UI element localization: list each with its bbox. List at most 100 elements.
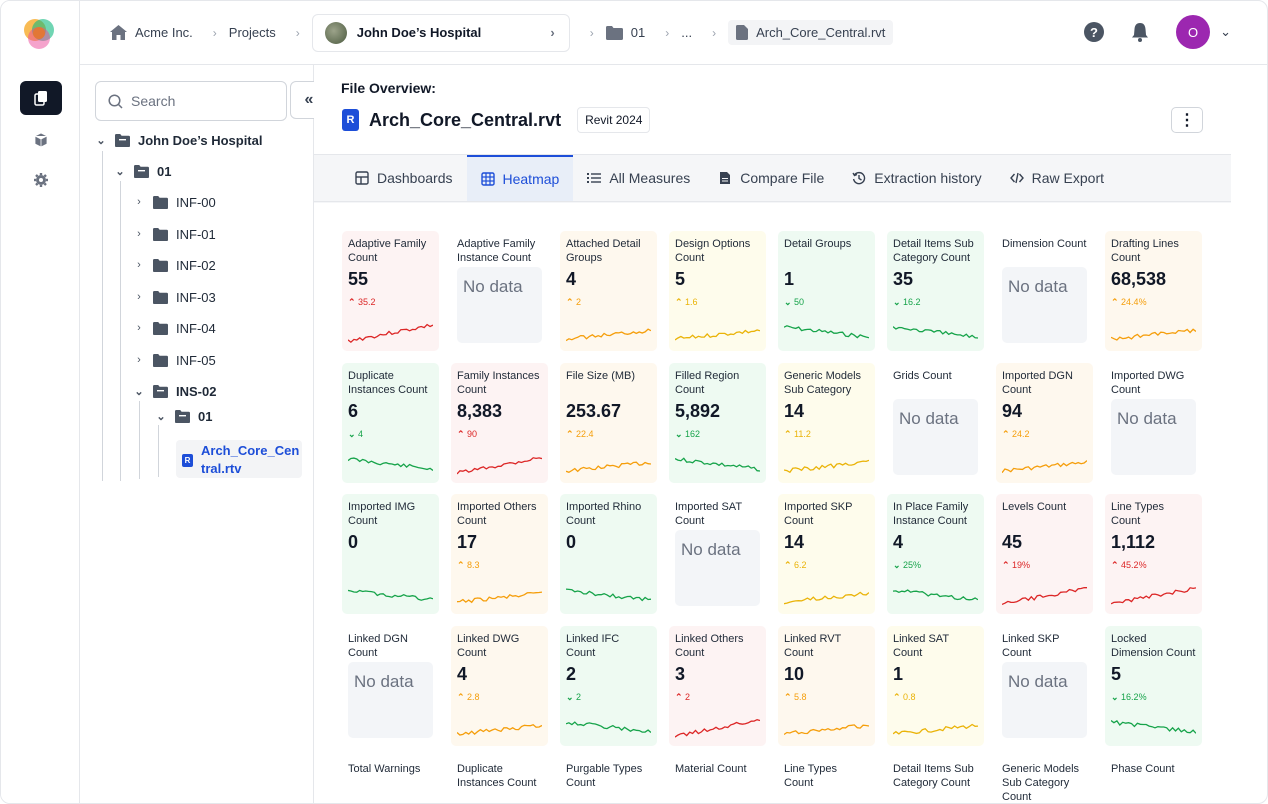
- metric-card[interactable]: Material Count: [669, 756, 766, 803]
- breadcrumb-folder[interactable]: 01: [630, 25, 646, 40]
- metric-trend-value: 2: [576, 297, 582, 307]
- tree-item-folder-01[interactable]: ⌄ 01: [114, 160, 171, 182]
- metric-card[interactable]: Attached Detail Groups 4 ⌃ 2: [560, 231, 657, 351]
- metric-card[interactable]: Phase Count: [1105, 756, 1202, 803]
- metric-card[interactable]: Line Types Count 1,112 ⌃ 45.2%: [1105, 494, 1202, 614]
- metric-card[interactable]: Imported Rhino Count 0: [560, 494, 657, 614]
- sparkline: [784, 459, 869, 474]
- settings-nav-button[interactable]: [20, 163, 62, 197]
- metric-card[interactable]: Design Options Count 5 ⌃ 1.6: [669, 231, 766, 351]
- metric-card[interactable]: Detail Items Sub Category Count: [887, 756, 984, 803]
- metric-card[interactable]: Drafting Lines Count 68,538 ⌃ 24.4%: [1105, 231, 1202, 351]
- metric-card[interactable]: Imported DGN Count 94 ⌃ 24.2: [996, 363, 1093, 483]
- no-data-placeholder: No data: [1111, 399, 1196, 475]
- more-options-button[interactable]: ⋮: [1171, 107, 1203, 133]
- metric-trend-value: 24.4%: [1121, 297, 1147, 307]
- metric-card[interactable]: Line Types Count: [778, 756, 875, 803]
- tree-file-label-line1: Arch_Core_Cen: [201, 443, 300, 458]
- tree-item-inf-02[interactable]: › INF-02: [133, 254, 216, 276]
- tree-item-ins-02[interactable]: ⌄ INS-02: [133, 380, 216, 402]
- breadcrumb-org[interactable]: Acme Inc.: [135, 25, 193, 40]
- tab-dashboards[interactable]: Dashboards: [341, 155, 467, 201]
- metric-name: Adaptive Family Instance Count: [457, 238, 536, 264]
- arrow-down-icon: ⌄: [784, 297, 795, 307]
- tree-item-inf-03[interactable]: › INF-03: [133, 286, 216, 308]
- metric-card[interactable]: Imported SAT Count No data: [669, 494, 766, 614]
- tab-raw-export[interactable]: Raw Export: [996, 155, 1118, 201]
- metric-card[interactable]: Adaptive Family Count 55 ⌃ 35.2: [342, 231, 439, 351]
- metric-card[interactable]: Imported Others Count 17 ⌃ 8.3: [451, 494, 548, 614]
- metric-card[interactable]: Detail Groups 1 ⌄ 50: [778, 231, 875, 351]
- top-right-actions: ? O ⌄: [1084, 15, 1231, 49]
- help-icon[interactable]: ?: [1084, 22, 1105, 42]
- metric-card[interactable]: Linked RVT Count 10 ⌃ 5.8: [778, 626, 875, 746]
- arrow-up-icon: ⌃: [1111, 297, 1122, 307]
- metric-card[interactable]: Total Warnings: [342, 756, 439, 803]
- sparkline-path: [893, 326, 978, 339]
- double-chevron-left-icon: «: [304, 91, 314, 108]
- user-menu[interactable]: O ⌄: [1176, 15, 1231, 49]
- metric-card[interactable]: In Place Family Instance Count 4 ⌄ 25%: [887, 494, 984, 614]
- sparkline: [457, 591, 542, 604]
- tab-extraction-history[interactable]: Extraction history: [838, 155, 995, 201]
- bell-icon[interactable]: [1130, 22, 1150, 42]
- tree-item-inf-05[interactable]: › INF-05: [133, 349, 216, 371]
- models-nav-button[interactable]: [20, 123, 62, 157]
- tab-compare-file[interactable]: Compare File: [704, 155, 838, 201]
- tab-bar: Dashboards Heatmap All Measures Compare …: [314, 155, 1231, 202]
- metric-card[interactable]: Generic Models Sub Category 14 ⌃ 11.2: [778, 363, 875, 483]
- sparkline: [1111, 587, 1196, 605]
- metric-name: Grids Count: [893, 370, 952, 382]
- metric-card[interactable]: Levels Count 45 ⌃ 19%: [996, 494, 1093, 614]
- tree-item-inf-01[interactable]: › INF-01: [133, 223, 216, 245]
- metric-card[interactable]: File Size (MB) 253.67 ⌃ 22.4: [560, 363, 657, 483]
- metric-card[interactable]: Imported DWG Count No data: [1105, 363, 1202, 483]
- files-nav-button[interactable]: [20, 81, 62, 115]
- project-selector[interactable]: John Doe’s Hospital ›: [311, 13, 570, 52]
- tab-heatmap[interactable]: Heatmap: [466, 155, 574, 201]
- metric-card[interactable]: Imported IMG Count 0: [342, 494, 439, 614]
- tree-item-project[interactable]: ⌄ John Doe’s Hospital: [95, 129, 262, 151]
- sparkline: [675, 329, 760, 341]
- metric-card[interactable]: Linked Others Count 3 ⌃ 2: [669, 626, 766, 746]
- metric-card[interactable]: Adaptive Family Instance Count No data: [451, 231, 548, 351]
- breadcrumb-ellipsis[interactable]: ...: [681, 25, 693, 40]
- breadcrumb-file[interactable]: Arch_Core_Central.rvt: [728, 20, 894, 45]
- metric-card[interactable]: Linked IFC Count 2 ⌄ 2: [560, 626, 657, 746]
- icon-rail: [1, 1, 80, 803]
- metric-card[interactable]: Imported SKP Count 14 ⌃ 6.2: [778, 494, 875, 614]
- metric-card[interactable]: Detail Items Sub Category Count 35 ⌄ 16.2: [887, 231, 984, 351]
- tree-item-inf-00[interactable]: › INF-00: [133, 191, 216, 213]
- tree-item-inf-04[interactable]: › INF-04: [133, 317, 216, 339]
- tab-all-measures[interactable]: All Measures: [573, 155, 704, 201]
- breadcrumb-projects[interactable]: Projects: [228, 25, 276, 40]
- metric-card[interactable]: Duplicate Instances Count: [451, 756, 548, 803]
- metric-card[interactable]: Linked SKP Count No data: [996, 626, 1093, 746]
- metric-card[interactable]: Dimension Count No data: [996, 231, 1093, 351]
- metric-name: Adaptive Family Count: [348, 238, 427, 264]
- tree-item-label: INF-00: [176, 194, 216, 210]
- metric-card[interactable]: Linked DGN Count No data: [342, 626, 439, 746]
- metric-card[interactable]: Duplicate Instances Count 6 ⌄ 4: [342, 363, 439, 483]
- app-logo-icon[interactable]: [20, 15, 58, 53]
- metric-card[interactable]: Purgable Types Count: [560, 756, 657, 803]
- tree-item-ins-02-01[interactable]: ⌄ 01: [155, 405, 212, 427]
- metric-name: Imported Rhino Count: [566, 501, 642, 527]
- metric-card[interactable]: Filled Region Count 5,892 ⌄ 162: [669, 363, 766, 483]
- metric-card[interactable]: Family Instances Count 8,383 ⌃ 90: [451, 363, 548, 483]
- metric-trend-value: 6.2: [794, 560, 807, 570]
- metric-card[interactable]: Generic Models Sub Category Count: [996, 756, 1093, 803]
- metric-card[interactable]: Linked SAT Count 1 ⌃ 0.8: [887, 626, 984, 746]
- metric-trend-value: 2: [576, 692, 582, 702]
- metric-card[interactable]: Locked Dimension Count 5 ⌄ 16.2%: [1105, 626, 1202, 746]
- arrow-down-icon: ⌄: [675, 429, 686, 439]
- metric-trend: ⌄ 50: [784, 297, 869, 311]
- metric-card[interactable]: Linked DWG Count 4 ⌃ 2.8: [451, 626, 548, 746]
- tree-item-label: INF-01: [176, 226, 216, 242]
- metric-card[interactable]: Grids Count No data: [887, 363, 984, 483]
- search-input[interactable]: Search: [95, 81, 287, 121]
- tree-item-file-selected[interactable]: R Arch_Core_Cen tral.rtv: [176, 440, 302, 478]
- avatar: O: [1176, 15, 1211, 49]
- sparkline: [457, 723, 542, 736]
- metric-name: In Place Family Instance Count: [893, 501, 969, 527]
